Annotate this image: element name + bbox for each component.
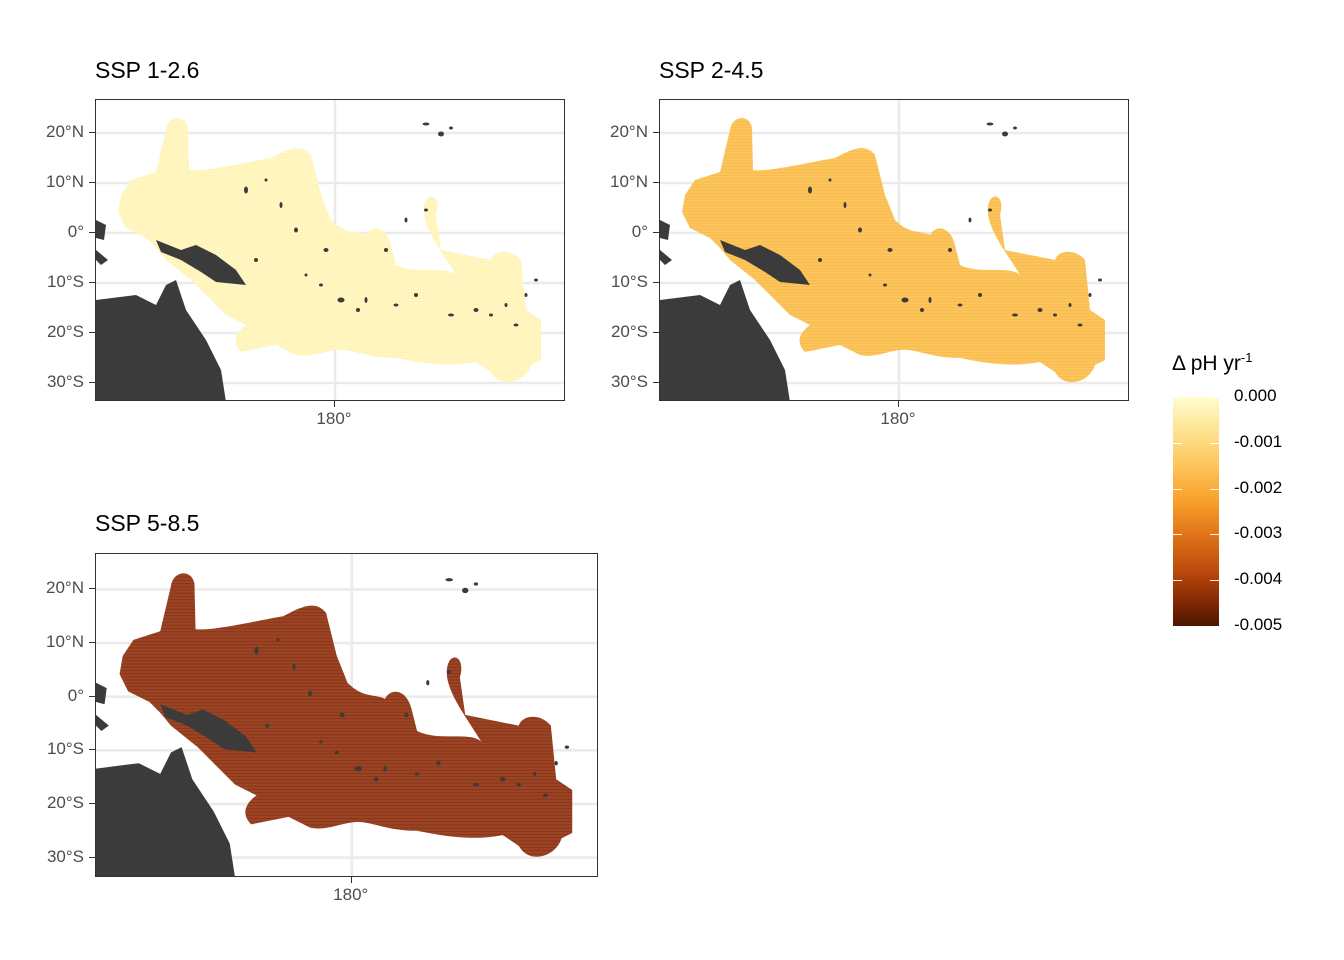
ph-trend-region [118,118,541,383]
panel-title: SSP 1-2.6 [95,57,200,83]
landmass [660,122,1102,400]
y-tick-label: 20°N [46,578,84,598]
landmass [96,578,570,876]
legend-tick [1173,534,1219,535]
y-tick-label: 0° [67,685,84,705]
legend-title-main: Δ pH yr [1172,352,1241,375]
australia-land [96,747,235,876]
y-tick-mark [89,695,95,697]
x-tick-mark [350,877,352,883]
y-tick-label: 10°S [46,272,84,291]
map-ssp126 [95,99,565,401]
legend-colorbar [1173,397,1219,626]
landmass [96,122,538,400]
y-tick-mark [89,588,95,590]
y-tick-mark [89,132,95,133]
x-tick-label: 180° [316,409,352,428]
legend-title-sup: -1 [1240,350,1253,365]
australia-land [660,280,790,400]
y-tick-label: 20°S [46,792,84,812]
y-tick-mark [89,332,95,333]
y-tick-mark [89,642,95,644]
x-tick-mark [898,401,899,407]
legend-label: -0.004 [1234,569,1283,588]
y-tick-mark [89,182,95,183]
y-tick-mark [89,382,95,383]
y-tick-mark [653,332,659,333]
y-tick-mark [653,232,659,233]
y-tick-label: 0° [631,222,648,241]
y-tick-label: 20°S [46,322,84,341]
legend-label: -0.005 [1234,615,1283,634]
y-tick-mark [89,749,95,751]
australia-land [96,280,226,400]
legend-tick [1173,397,1219,398]
y-tick-mark [89,802,95,804]
panel-title: SSP 2-4.5 [659,57,764,83]
y-tick-label: 0° [67,222,84,241]
y-tick-label: 10°S [610,272,648,291]
y-tick-label: 10°N [46,172,84,191]
y-tick-mark [653,382,659,383]
y-tick-mark [653,132,659,133]
y-tick-label: 10°N [610,172,648,191]
y-tick-label: 30°S [46,372,84,391]
panel-title: SSP 5-8.5 [95,510,200,536]
ph-trend-region [119,573,573,857]
y-tick-label: 20°N [46,122,84,141]
new-guinea-land [156,240,246,285]
legend-label: -0.003 [1234,523,1283,542]
y-tick-mark [89,232,95,233]
y-tick-label: 20°N [610,122,648,141]
legend-tick [1173,580,1219,581]
y-tick-mark [89,856,95,858]
legend-label: -0.002 [1234,478,1283,497]
x-tick-mark [334,401,335,407]
y-tick-label: 10°N [46,632,84,652]
y-tick-label: 20°S [610,322,648,341]
y-tick-label: 30°S [610,372,648,391]
y-tick-label: 30°S [46,846,84,866]
legend-tick [1173,489,1219,490]
legend-label: -0.001 [1234,432,1283,451]
ph-trend-region [682,118,1105,383]
legend-tick [1173,626,1219,627]
legend-tick [1173,443,1219,444]
legend-label: 0.000 [1234,386,1277,405]
new-guinea-land [160,704,257,753]
y-tick-mark [89,282,95,283]
y-tick-label: 10°S [46,739,84,759]
y-tick-mark [653,282,659,283]
map-ssp245 [659,99,1129,401]
y-tick-mark [653,182,659,183]
x-tick-label: 180° [880,409,916,428]
legend-title: Δ pH yr-1 [1172,350,1252,376]
map-ssp585 [95,553,598,877]
new-guinea-land [720,240,810,285]
x-tick-label: 180° [333,885,369,904]
